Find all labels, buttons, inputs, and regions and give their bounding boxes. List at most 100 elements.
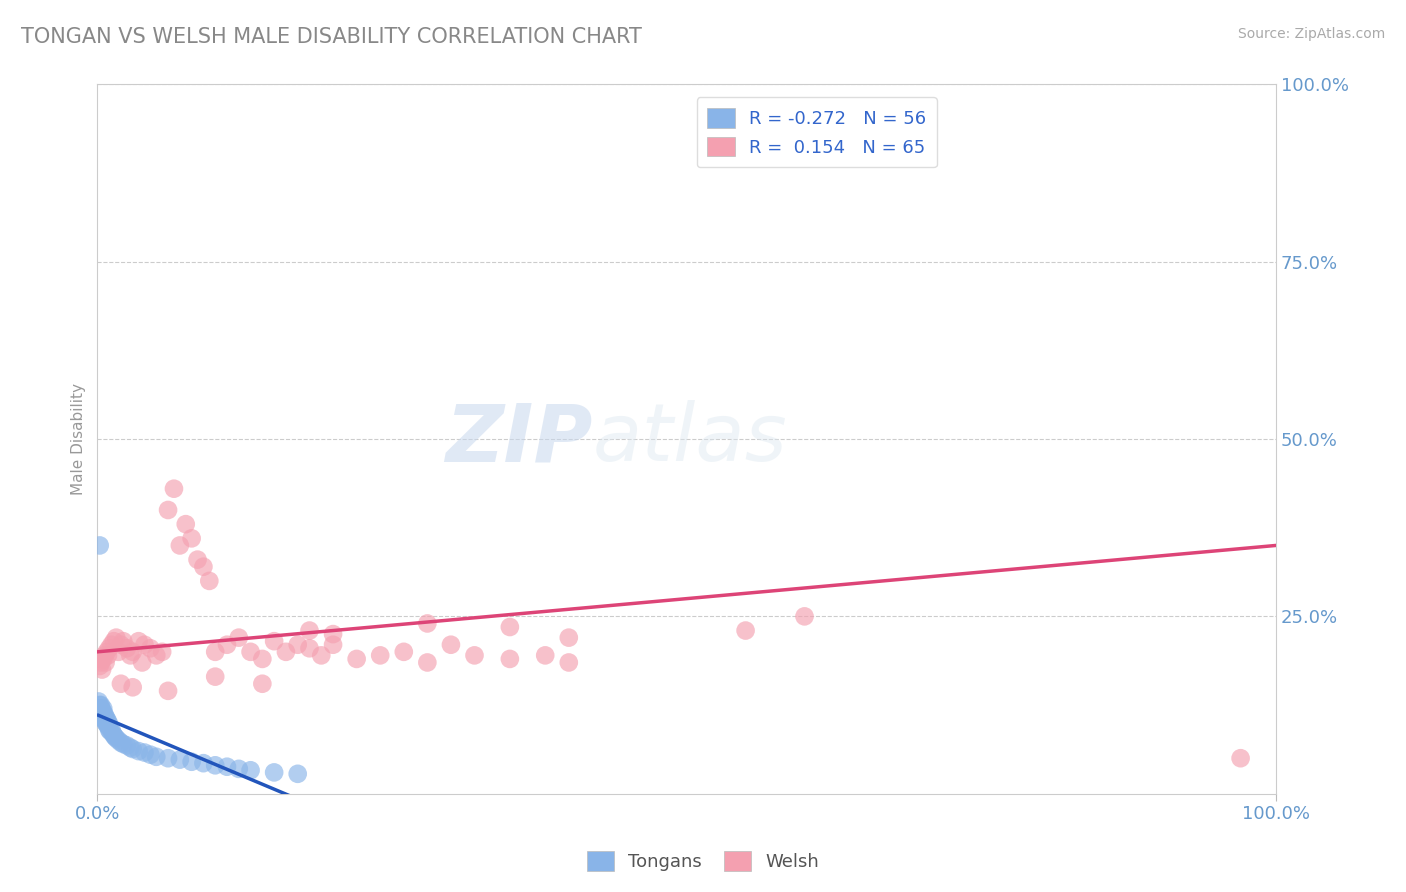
Point	[100, 638, 122, 652]
Point	[180, 755, 202, 769]
Point	[91, 663, 114, 677]
Point	[115, 739, 138, 753]
Point	[263, 634, 285, 648]
Point	[139, 641, 162, 656]
Point	[392, 645, 415, 659]
Point	[91, 652, 114, 666]
Point	[87, 705, 110, 719]
Point	[94, 710, 117, 724]
Point	[368, 648, 391, 663]
Point	[274, 645, 297, 659]
Point	[91, 710, 114, 724]
Point	[287, 767, 309, 781]
Point	[416, 656, 439, 670]
Text: Source: ZipAtlas.com: Source: ZipAtlas.com	[1237, 27, 1385, 41]
Point	[499, 652, 522, 666]
Point	[150, 645, 173, 659]
Point	[440, 638, 463, 652]
Point	[121, 742, 143, 756]
Point	[98, 723, 121, 737]
Point	[91, 703, 114, 717]
Point	[89, 538, 111, 552]
Point	[97, 719, 120, 733]
Point	[193, 559, 215, 574]
Point	[96, 717, 118, 731]
Point	[110, 638, 132, 652]
Point	[98, 724, 121, 739]
Point	[94, 715, 117, 730]
Point	[346, 652, 368, 666]
Text: TONGAN VS WELSH MALE DISABILITY CORRELATION CHART: TONGAN VS WELSH MALE DISABILITY CORRELAT…	[21, 27, 643, 46]
Point	[734, 624, 756, 638]
Point	[139, 747, 162, 762]
Point	[97, 714, 120, 729]
Point	[87, 701, 110, 715]
Point	[193, 756, 215, 771]
Point	[90, 656, 112, 670]
Point	[103, 729, 125, 743]
Point	[157, 751, 180, 765]
Text: ZIP: ZIP	[444, 400, 592, 478]
Point	[91, 708, 114, 723]
Point	[93, 707, 115, 722]
Point	[131, 656, 153, 670]
Point	[121, 681, 143, 695]
Point	[157, 503, 180, 517]
Point	[97, 648, 120, 663]
Point	[228, 762, 250, 776]
Point	[98, 717, 121, 731]
Point	[110, 677, 132, 691]
Point	[558, 631, 581, 645]
Point	[416, 616, 439, 631]
Point	[90, 698, 112, 712]
Point	[112, 634, 135, 648]
Point	[104, 730, 127, 744]
Point	[174, 517, 197, 532]
Point	[91, 707, 114, 722]
Point	[499, 620, 522, 634]
Point	[252, 677, 274, 691]
Point	[204, 645, 226, 659]
Point	[96, 645, 118, 659]
Point	[134, 746, 156, 760]
Point	[322, 627, 344, 641]
Point	[180, 532, 202, 546]
Point	[298, 641, 321, 656]
Point	[90, 701, 112, 715]
Point	[91, 712, 114, 726]
Point	[87, 694, 110, 708]
Point	[93, 648, 115, 663]
Point	[100, 723, 122, 737]
Point	[107, 645, 129, 659]
Point	[169, 753, 191, 767]
Point	[239, 764, 262, 778]
Point	[322, 638, 344, 652]
Y-axis label: Male Disability: Male Disability	[72, 383, 86, 495]
Point	[120, 740, 142, 755]
Point	[252, 652, 274, 666]
Point	[287, 638, 309, 652]
Point	[263, 765, 285, 780]
Point	[215, 760, 238, 774]
Point	[1229, 751, 1251, 765]
Point	[204, 758, 226, 772]
Point	[558, 656, 581, 670]
Point	[94, 656, 117, 670]
Text: atlas: atlas	[592, 400, 787, 478]
Point	[121, 645, 143, 659]
Point	[101, 726, 124, 740]
Point	[105, 631, 128, 645]
Point	[793, 609, 815, 624]
Point	[89, 659, 111, 673]
Point	[169, 538, 191, 552]
Point	[186, 552, 208, 566]
Point	[534, 648, 557, 663]
Point	[198, 574, 221, 588]
Point	[96, 712, 118, 726]
Point	[128, 744, 150, 758]
Point	[89, 705, 111, 719]
Point	[105, 731, 128, 746]
Point	[103, 634, 125, 648]
Point	[89, 698, 111, 712]
Point	[91, 705, 114, 719]
